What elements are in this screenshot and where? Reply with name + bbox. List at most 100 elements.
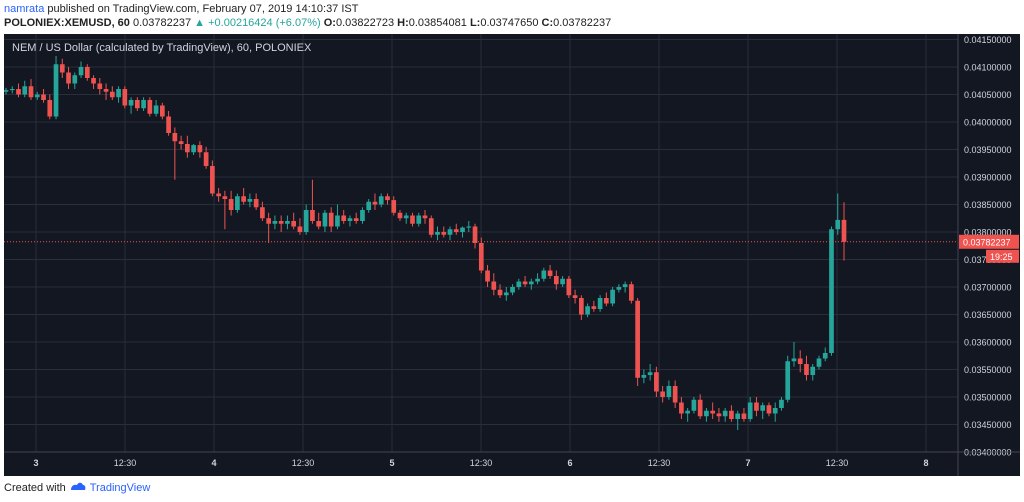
candle-body	[341, 215, 347, 221]
x-tick-label: 12:30	[648, 458, 671, 468]
candle-body	[791, 358, 797, 362]
candle-body	[785, 361, 791, 400]
candle-body	[503, 292, 509, 296]
candle-body	[247, 199, 253, 202]
candle-body	[378, 196, 384, 205]
tradingview-brand[interactable]: TradingView	[89, 481, 151, 494]
candle-body	[310, 210, 315, 221]
high-value: 0.03854081	[408, 17, 467, 29]
candle-body	[797, 358, 803, 364]
candle-body	[560, 278, 565, 285]
candle-body	[666, 386, 672, 397]
candle-body	[316, 221, 322, 227]
candle-body	[84, 67, 90, 78]
low-value: 0.03747650	[480, 17, 539, 29]
y-tick-label: 0.03450000	[964, 420, 1012, 430]
candle-body	[109, 91, 115, 98]
candle-body	[710, 410, 716, 414]
y-tick-label: 0.03650000	[964, 310, 1012, 320]
candle-body	[772, 408, 778, 414]
candle-body	[472, 226, 478, 243]
candle-body	[510, 287, 515, 293]
candle-body	[747, 402, 753, 419]
countdown-tag	[986, 249, 1019, 263]
candle-body	[416, 215, 422, 224]
chart-header: namrata published on TradingView.com, Fe…	[4, 2, 1020, 30]
candle-body	[253, 199, 259, 208]
candle-body	[754, 402, 759, 411]
candle-body	[541, 270, 547, 279]
candle-body	[485, 270, 490, 282]
candle-body	[453, 229, 459, 232]
candle-body	[572, 295, 578, 298]
symbol-label: POLONIEX:XEMUSD, 60	[4, 17, 130, 29]
candle-body	[641, 375, 647, 378]
candle-body	[22, 86, 28, 95]
y-tick-label: 0.03700000	[964, 283, 1012, 293]
candle-body	[629, 284, 634, 301]
candle-body	[366, 201, 372, 210]
candle-body	[679, 402, 684, 414]
candle-body	[566, 278, 572, 296]
candle-body	[553, 276, 559, 285]
candle-body	[203, 152, 209, 166]
candle-body	[185, 144, 190, 153]
candle-body	[547, 270, 553, 276]
candle-body	[141, 100, 146, 109]
candle-body	[816, 358, 822, 367]
candle-body	[297, 226, 303, 232]
candle-body	[260, 207, 265, 219]
candle-body	[335, 215, 340, 227]
candle-body	[585, 306, 590, 315]
candle-body	[616, 287, 622, 290]
x-tick-label: 3	[33, 458, 38, 468]
candle-body	[347, 218, 353, 221]
candle-body	[691, 399, 697, 411]
candle-body	[53, 64, 59, 117]
candle-body	[328, 212, 334, 227]
chart-background	[4, 34, 1020, 476]
candle-body	[535, 278, 540, 282]
candle-body	[810, 366, 816, 375]
candle-body	[91, 78, 96, 84]
candle-body	[103, 89, 109, 92]
candle-body	[303, 210, 309, 232]
open-value: 0.03822723	[335, 17, 395, 29]
candle-body	[41, 94, 46, 100]
x-tick-label: 8	[923, 458, 928, 468]
candle-body	[285, 221, 290, 224]
candle-body	[697, 399, 703, 417]
candle-body	[741, 413, 747, 419]
candle-body	[216, 193, 221, 197]
candle-body	[391, 200, 397, 213]
candle-body	[804, 364, 809, 375]
x-tick-label: 12:30	[470, 458, 493, 468]
candle-body	[829, 229, 834, 353]
candle-body	[528, 281, 534, 285]
candle-body	[272, 221, 278, 224]
y-tick-label: 0.03950000	[964, 145, 1012, 155]
candle-body	[222, 196, 228, 199]
x-tick-label: 5	[389, 458, 394, 468]
candle-body	[422, 215, 428, 219]
y-tick-label: 0.03900000	[964, 173, 1012, 183]
candle-body	[66, 72, 71, 84]
y-tick-label: 0.03800000	[964, 228, 1012, 238]
chart-title: NEM / US Dollar (calculated by TradingVi…	[12, 42, 312, 54]
footer: Created with TradingView	[4, 481, 150, 494]
candle-body	[372, 201, 378, 205]
candle-body	[147, 100, 153, 114]
countdown-label: 19:25	[990, 252, 1013, 262]
candle-body	[410, 215, 415, 224]
chart-panel[interactable]: 0.04150000 0.04100000 0.04050000 0.04000000…	[4, 34, 1020, 476]
candlestick-chart[interactable]: 0.04150000 0.04100000 0.04050000 0.04000000…	[4, 34, 1020, 476]
candle-body	[735, 413, 741, 419]
candle-body	[716, 413, 722, 417]
candle-body	[235, 196, 240, 210]
candle-body	[766, 405, 772, 414]
author-link[interactable]: namrata	[4, 3, 45, 15]
candle-body	[722, 410, 728, 417]
candle-body	[291, 221, 297, 227]
candle-body	[166, 116, 171, 133]
candle-body	[441, 232, 447, 235]
